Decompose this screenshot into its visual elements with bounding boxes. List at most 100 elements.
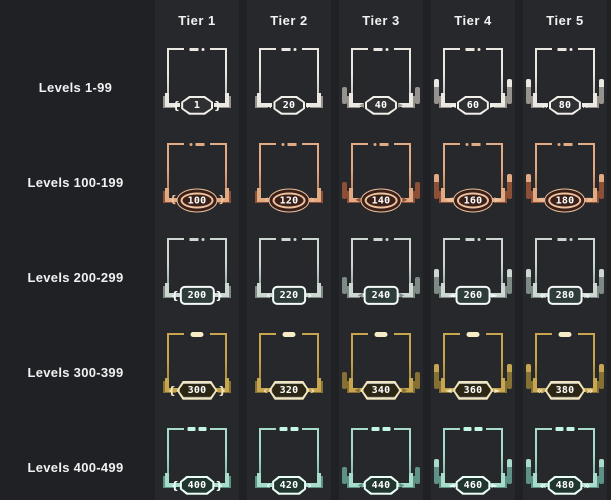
side-bar-icon — [599, 79, 604, 104]
badge-wing-icon — [398, 100, 403, 110]
badge-wing-icon — [307, 480, 312, 491]
badge-wing-icon — [490, 101, 496, 109]
level-badge: 160 — [445, 188, 501, 213]
side-bar-icon — [599, 269, 604, 294]
top-notch-icon — [280, 426, 299, 432]
tier-5-header: Tier 5 — [519, 0, 611, 40]
corner-foot-icon — [582, 93, 597, 107]
border-cell: 40 — [335, 40, 427, 135]
level-border-icon: 60 — [434, 48, 512, 115]
row-label-levels-100-199: Levels 100-199 — [27, 175, 124, 190]
badge-wing-icon — [494, 386, 500, 394]
level-border-icon: 320 — [257, 333, 321, 400]
side-bar-icon — [434, 459, 439, 484]
badge-wing-icon — [402, 385, 407, 395]
level-badge: 220 — [266, 285, 312, 305]
top-notch-icon — [282, 236, 297, 242]
badge-wing-icon — [358, 480, 363, 490]
badge-wing-icon — [306, 100, 311, 111]
side-bar-icon — [415, 182, 420, 199]
level-number: 20 — [275, 97, 303, 113]
badge-wing-icon — [267, 100, 272, 111]
top-notch-icon — [191, 331, 204, 337]
level-badge: 280 — [540, 285, 591, 305]
level-border-icon: 480 — [526, 428, 604, 495]
badge-wing-icon — [399, 290, 404, 300]
level-number: 460 — [457, 477, 489, 493]
corner-foot-icon — [349, 473, 364, 487]
level-border-icon: 1 — [165, 48, 229, 115]
border-cell: 220 — [243, 230, 335, 325]
level-badge: 380 — [537, 380, 594, 400]
level-number: 240 — [365, 287, 397, 303]
level-border-icon: 360 — [434, 331, 512, 400]
level-badge: 400 — [171, 475, 223, 495]
border-cell: 400 — [151, 420, 243, 500]
badge-wing-icon — [171, 480, 179, 491]
corner-foot-icon — [257, 283, 272, 297]
border-cell: 300 — [151, 325, 243, 420]
tier-2-header: Tier 2 — [243, 0, 335, 40]
level-number: 420 — [273, 477, 305, 493]
level-number: 360 — [454, 382, 492, 398]
border-cell: 60 — [427, 40, 519, 135]
badge-wing-icon — [356, 195, 360, 205]
level-badge: 480 — [540, 475, 591, 495]
side-bar-icon — [434, 269, 439, 294]
badge-wing-icon — [491, 481, 497, 489]
top-notch-icon — [466, 141, 481, 147]
level-number: 120 — [272, 192, 306, 209]
side-bar-icon — [415, 87, 420, 104]
level-number: 480 — [549, 477, 581, 493]
border-cell: 320 — [243, 325, 335, 420]
level-badge: 420 — [266, 475, 312, 495]
badge-wing-icon — [537, 385, 544, 396]
top-notch-icon — [190, 236, 205, 242]
badge-wing-icon — [266, 290, 271, 301]
level-badge: 80 — [541, 95, 589, 115]
badge-wing-icon — [445, 195, 452, 205]
badge-wing-icon — [168, 385, 176, 396]
side-bar-icon — [526, 364, 531, 389]
level-badge: 240 — [358, 285, 405, 305]
top-notch-icon — [466, 236, 481, 242]
level-badge: 460 — [449, 475, 498, 495]
level-border-icon: 300 — [165, 331, 229, 400]
badge-wing-icon — [265, 195, 268, 205]
level-number: 160 — [456, 192, 490, 209]
badge-wing-icon — [359, 100, 364, 110]
top-notch-icon — [372, 426, 391, 432]
level-border-icon: 260 — [434, 236, 512, 305]
row-label-levels-200-299: Levels 200-299 — [27, 270, 124, 285]
border-cell: 1 — [151, 40, 243, 135]
level-badge: 260 — [449, 285, 498, 305]
level-number: 400 — [181, 477, 213, 493]
level-badge: 140 — [356, 188, 407, 213]
side-bar-icon — [415, 277, 420, 294]
badge-wing-icon — [491, 291, 497, 299]
side-bar-icon — [342, 467, 347, 484]
border-cell: 260 — [427, 230, 519, 325]
top-notch-icon — [467, 331, 480, 337]
border-cell: 480 — [519, 420, 611, 500]
badge-wing-icon — [494, 195, 501, 205]
badge-wing-icon — [310, 195, 313, 205]
badge-wing-icon — [170, 195, 176, 205]
top-notch-icon — [282, 141, 297, 147]
level-badge: 120 — [265, 188, 314, 213]
tier-1-header: Tier 1 — [151, 0, 243, 40]
level-border-icon: 440 — [342, 426, 420, 495]
level-badge: 200 — [171, 285, 223, 305]
level-number: 340 — [362, 382, 400, 398]
corner-foot-icon — [398, 93, 413, 107]
level-border-icon: 380 — [526, 333, 604, 400]
top-notch-icon — [374, 236, 389, 242]
side-bar-icon — [507, 79, 512, 104]
side-bar-icon — [599, 459, 604, 484]
border-cell: 160 — [427, 135, 519, 230]
tier-4-header: Tier 4 — [427, 0, 519, 40]
border-cell: 120 — [243, 135, 335, 230]
side-bar-icon — [599, 364, 604, 389]
